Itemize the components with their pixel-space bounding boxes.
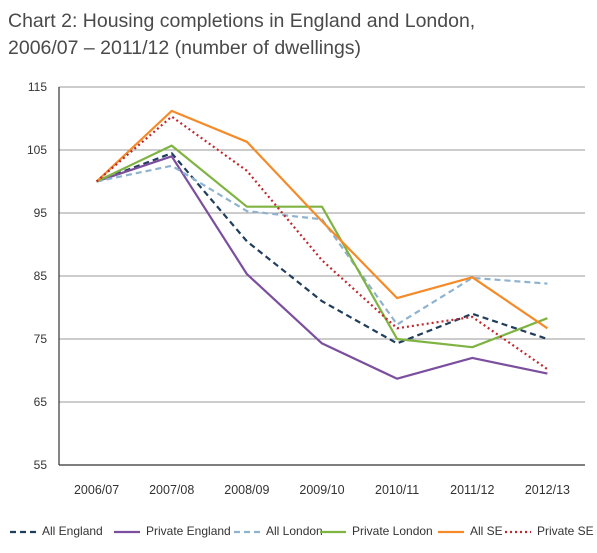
y-tick-label: 55 bbox=[34, 458, 48, 472]
legend-label: Private SE bbox=[537, 524, 594, 538]
y-axis-tick-labels: 115 105 95 85 75 65 55 bbox=[27, 80, 47, 472]
legend-swatch bbox=[10, 530, 36, 534]
chart-legend: All England Private England All London Priv… bbox=[8, 522, 597, 542]
legend-label: All SE bbox=[470, 524, 503, 538]
y-tick-label: 105 bbox=[27, 143, 47, 157]
grid-lines bbox=[59, 86, 585, 403]
legend-swatch bbox=[234, 530, 260, 534]
x-tick-label: 2008/09 bbox=[224, 483, 269, 497]
y-tick-label: 75 bbox=[34, 332, 48, 346]
y-tick-label: 85 bbox=[34, 269, 48, 283]
x-tick-label: 2009/10 bbox=[299, 483, 344, 497]
x-tick-label: 2006/07 bbox=[74, 483, 119, 497]
legend-swatch bbox=[505, 530, 531, 534]
y-tick-label: 115 bbox=[28, 80, 47, 94]
series-line-all-se bbox=[95, 109, 549, 330]
legend-swatch bbox=[438, 530, 464, 534]
x-tick-label: 2011/12 bbox=[450, 483, 494, 497]
legend-label: Private London bbox=[352, 524, 433, 538]
chart-title-line-1: Chart 2: Housing completions in England … bbox=[8, 10, 476, 32]
series-line-all-england bbox=[96, 152, 548, 345]
axes bbox=[58, 87, 585, 466]
x-tick-label: 2012/13 bbox=[525, 483, 570, 497]
legend-label: Private England bbox=[146, 524, 231, 538]
series-line-private-england bbox=[96, 155, 548, 380]
series-line-private-london bbox=[96, 144, 548, 349]
x-tick-label: 2007/08 bbox=[149, 483, 194, 497]
series-lines bbox=[95, 109, 549, 380]
series-line-all-london bbox=[96, 164, 548, 326]
legend-swatch bbox=[320, 530, 346, 534]
chart-title: Chart 2: Housing completions in England … bbox=[8, 8, 588, 62]
x-tick-label: 2010/11 bbox=[375, 483, 419, 497]
legend-label: All London bbox=[266, 524, 323, 538]
series-line-private-se bbox=[95, 115, 549, 371]
y-tick-label: 65 bbox=[34, 395, 48, 409]
legend-swatch bbox=[114, 530, 140, 534]
x-axis-tick-labels: 2006/07 2007/08 2008/09 2009/10 2010/11 2011/… bbox=[74, 483, 570, 497]
y-tick-label: 95 bbox=[34, 206, 48, 220]
chart-title-line-2: 2006/07 – 2011/12 (number of dwellings) bbox=[8, 37, 362, 59]
legend-label: All England bbox=[42, 524, 103, 538]
